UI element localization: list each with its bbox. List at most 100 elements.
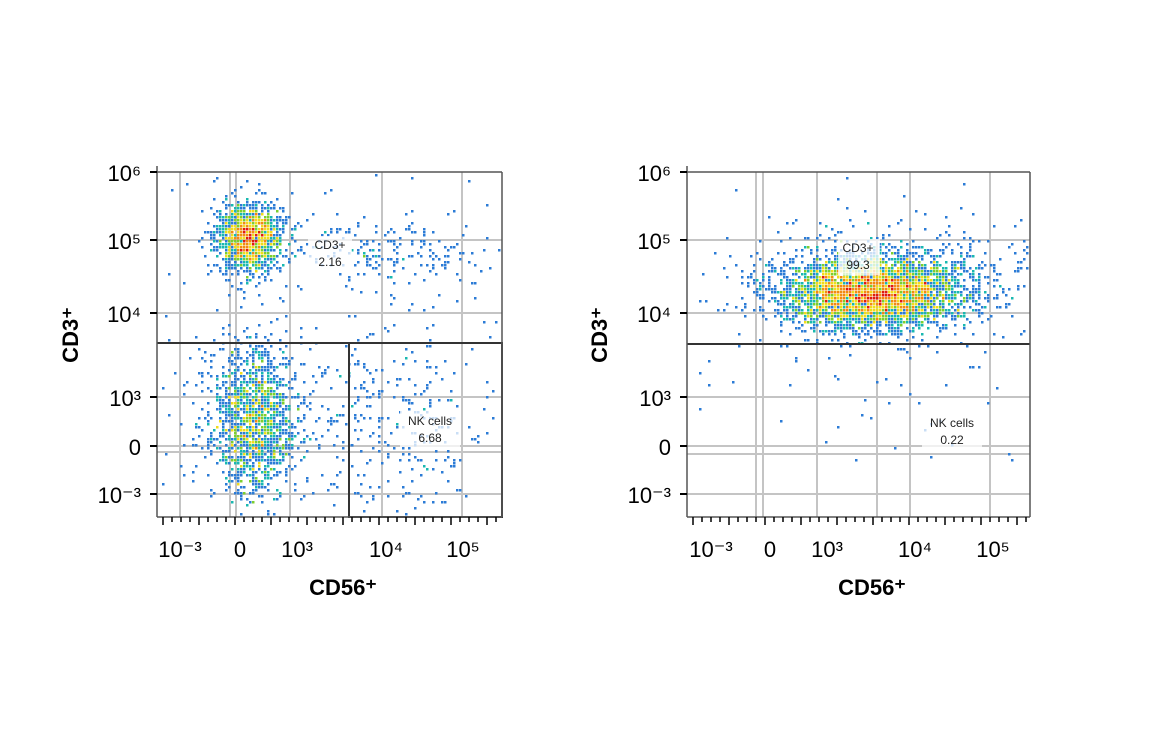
data-point xyxy=(741,282,744,285)
data-point xyxy=(876,381,879,384)
data-point xyxy=(252,276,255,279)
data-point xyxy=(948,234,951,237)
data-point xyxy=(897,255,900,258)
data-point xyxy=(810,282,813,285)
data-point xyxy=(834,330,837,333)
data-point xyxy=(906,291,909,294)
data-point xyxy=(882,306,885,309)
data-point xyxy=(363,216,366,219)
data-point xyxy=(264,471,267,474)
data-point xyxy=(270,456,273,459)
data-point xyxy=(405,357,408,360)
data-point xyxy=(792,303,795,306)
data-point xyxy=(930,267,933,270)
data-point xyxy=(930,297,933,300)
data-point xyxy=(897,303,900,306)
data-point xyxy=(801,291,804,294)
data-point xyxy=(402,267,405,270)
data-point xyxy=(771,297,774,300)
data-point xyxy=(231,459,234,462)
data-point xyxy=(261,420,264,423)
data-point xyxy=(261,231,264,234)
data-point xyxy=(942,285,945,288)
data-point xyxy=(258,402,261,405)
data-point xyxy=(858,279,861,282)
data-point xyxy=(336,231,339,234)
data-point xyxy=(225,462,228,465)
data-point xyxy=(879,318,882,321)
data-point xyxy=(255,201,258,204)
data-point xyxy=(237,459,240,462)
data-point xyxy=(432,267,435,270)
data-point xyxy=(795,291,798,294)
data-point xyxy=(234,429,237,432)
data-point xyxy=(1026,252,1029,255)
data-point xyxy=(315,327,318,330)
data-point xyxy=(411,255,414,258)
data-point xyxy=(942,306,945,309)
data-point xyxy=(243,396,246,399)
data-point xyxy=(411,243,414,246)
data-point xyxy=(453,210,456,213)
data-point xyxy=(231,240,234,243)
data-point xyxy=(225,222,228,225)
data-point xyxy=(327,234,330,237)
data-point xyxy=(726,276,729,279)
data-point xyxy=(243,393,246,396)
data-point xyxy=(288,426,291,429)
data-point xyxy=(978,273,981,276)
data-point xyxy=(243,468,246,471)
data-point xyxy=(261,264,264,267)
data-point xyxy=(264,261,267,264)
data-point xyxy=(753,282,756,285)
data-point xyxy=(387,258,390,261)
data-point xyxy=(873,300,876,303)
data-point xyxy=(285,453,288,456)
data-point xyxy=(921,339,924,342)
data-point xyxy=(900,333,903,336)
data-point xyxy=(447,480,450,483)
data-point xyxy=(972,300,975,303)
data-point xyxy=(906,285,909,288)
data-point xyxy=(231,363,234,366)
data-point xyxy=(264,408,267,411)
data-point xyxy=(384,441,387,444)
data-point xyxy=(339,414,342,417)
data-point xyxy=(882,279,885,282)
data-point xyxy=(396,258,399,261)
data-point xyxy=(303,381,306,384)
data-point xyxy=(228,324,231,327)
data-point xyxy=(294,435,297,438)
data-point xyxy=(237,264,240,267)
data-point xyxy=(249,375,252,378)
data-point xyxy=(780,321,783,324)
data-point xyxy=(288,216,291,219)
data-point xyxy=(279,438,282,441)
data-point xyxy=(408,402,411,405)
data-point xyxy=(201,447,204,450)
data-point xyxy=(237,408,240,411)
data-point xyxy=(264,486,267,489)
data-point xyxy=(435,492,438,495)
data-point xyxy=(234,426,237,429)
data-point xyxy=(231,192,234,195)
data-point xyxy=(255,249,258,252)
data-point xyxy=(942,279,945,282)
data-point xyxy=(852,330,855,333)
data-point xyxy=(996,297,999,300)
data-point xyxy=(777,303,780,306)
data-point xyxy=(456,489,459,492)
data-point xyxy=(927,345,930,348)
data-point xyxy=(828,321,831,324)
data-point xyxy=(261,429,264,432)
data-point xyxy=(813,258,816,261)
data-point xyxy=(264,405,267,408)
data-point xyxy=(198,240,201,243)
data-point xyxy=(951,279,954,282)
data-point xyxy=(951,285,954,288)
data-point xyxy=(240,252,243,255)
data-point xyxy=(786,309,789,312)
data-point xyxy=(267,411,270,414)
data-point xyxy=(219,432,222,435)
data-point xyxy=(240,222,243,225)
